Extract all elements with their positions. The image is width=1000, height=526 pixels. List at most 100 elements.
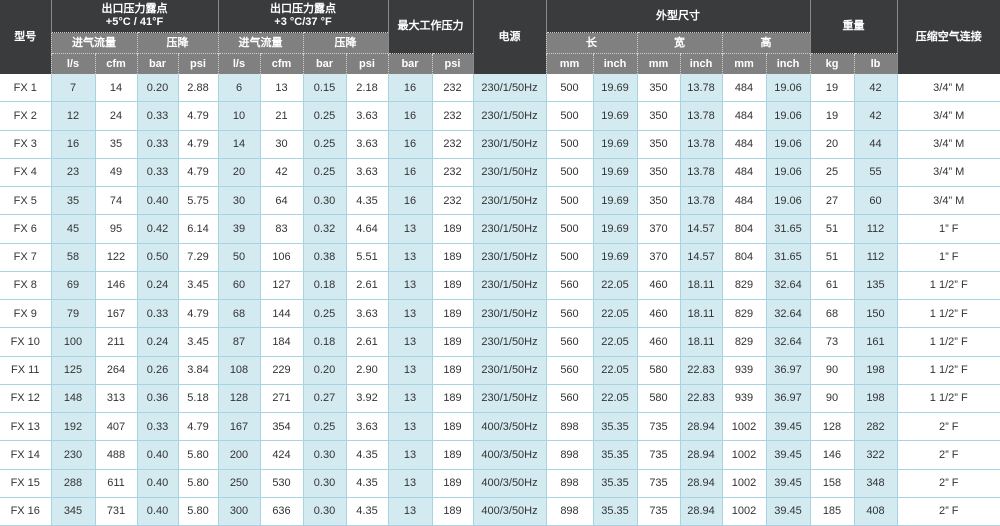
table-cell: 350 bbox=[636, 101, 680, 131]
table-cell: 230/1/50Hz bbox=[472, 74, 546, 103]
table-cell: 735 bbox=[636, 497, 680, 526]
table-cell: 939 bbox=[721, 356, 766, 385]
table-cell: 14.57 bbox=[679, 214, 722, 244]
table-cell: 0.25 bbox=[302, 130, 346, 159]
table-cell: 146 bbox=[809, 440, 854, 470]
table-cell: 14.57 bbox=[679, 243, 722, 272]
table-cell: 30 bbox=[217, 186, 260, 216]
table-cell: 3.63 bbox=[345, 412, 388, 442]
table-cell: 2.61 bbox=[345, 327, 388, 357]
table-cell: 735 bbox=[636, 412, 680, 442]
table-cell: 5.51 bbox=[345, 243, 388, 272]
table-cell: 19.06 bbox=[765, 130, 810, 159]
table-cell: 829 bbox=[721, 299, 766, 329]
table-cell: 35.35 bbox=[592, 412, 637, 442]
table-cell: 36.97 bbox=[765, 384, 810, 414]
table-cell: 189 bbox=[431, 356, 473, 385]
table-cell: 345 bbox=[50, 497, 95, 526]
table-cell: 2.90 bbox=[345, 356, 388, 385]
table-cell: 189 bbox=[431, 327, 473, 357]
table-cell: 829 bbox=[721, 271, 766, 301]
table-cell: 61 bbox=[809, 271, 854, 301]
table-row: FX 1 7 14 0.20 2.88 6 13 0.15 2.18 16 232 230/1/50H… bbox=[0, 74, 1000, 103]
header-inlet-flow: 进气流量 bbox=[50, 32, 137, 54]
table-cell: 6.14 bbox=[177, 214, 218, 244]
table-cell: 83 bbox=[259, 214, 303, 244]
model-cell: FX 11 bbox=[0, 356, 51, 385]
table-row: FX 16 345 731 0.40 5.80 300 636 0.30 4.35 13 189 40… bbox=[0, 497, 1000, 526]
table-cell: 58 bbox=[50, 243, 95, 272]
table-cell: 189 bbox=[431, 497, 473, 526]
table-cell: 0.30 bbox=[302, 497, 346, 526]
unit-cfm: cfm bbox=[259, 53, 303, 74]
unit-kg: kg bbox=[809, 53, 854, 74]
header-connection: 压缩空气连接 bbox=[896, 0, 1000, 74]
table-cell: 39.45 bbox=[765, 412, 810, 442]
table-cell: 3.63 bbox=[345, 158, 388, 188]
unit-ls: l/s bbox=[217, 53, 260, 74]
table-cell: 189 bbox=[431, 440, 473, 470]
table-cell: 22.05 bbox=[592, 327, 637, 357]
table-cell: 22.83 bbox=[679, 384, 722, 414]
table-cell: 313 bbox=[94, 384, 137, 414]
model-cell: FX 15 bbox=[0, 469, 51, 498]
table-cell: 1” F bbox=[896, 214, 1000, 244]
table-cell: 144 bbox=[259, 299, 303, 329]
table-cell: 10 bbox=[217, 101, 260, 131]
table-cell: 13.78 bbox=[679, 130, 722, 159]
table-cell: 18.11 bbox=[679, 271, 722, 301]
header-pressure-drop: 压降 bbox=[136, 32, 218, 54]
header-length: 长 bbox=[545, 32, 637, 54]
table-cell: 0.24 bbox=[136, 271, 178, 301]
header-weight: 重量 bbox=[809, 0, 897, 54]
table-cell: 1002 bbox=[721, 440, 766, 470]
table-cell: 13.78 bbox=[679, 158, 722, 188]
unit-mm: mm bbox=[545, 53, 593, 74]
table-cell: 3.92 bbox=[345, 384, 388, 414]
table-cell: 3/4” M bbox=[896, 101, 1000, 131]
table-cell: 230/1/50Hz bbox=[472, 299, 546, 329]
table-cell: 232 bbox=[431, 186, 473, 216]
table-cell: 16 bbox=[387, 186, 432, 216]
table-cell: 0.40 bbox=[136, 497, 178, 526]
table-cell: 13 bbox=[387, 214, 432, 244]
table-cell: 60 bbox=[853, 186, 897, 216]
table-cell: 16 bbox=[387, 130, 432, 159]
table-cell: 500 bbox=[545, 243, 593, 272]
table-cell: 400/3/50Hz bbox=[472, 469, 546, 498]
table-cell: 0.25 bbox=[302, 158, 346, 188]
table-cell: 1002 bbox=[721, 412, 766, 442]
dewpoint-sub: +3 °C/37 °F bbox=[274, 16, 332, 28]
table-cell: 2.61 bbox=[345, 271, 388, 301]
table-cell: 3.63 bbox=[345, 299, 388, 329]
header-height: 高 bbox=[721, 32, 810, 54]
table-cell: 198 bbox=[853, 384, 897, 414]
table-cell: 36.97 bbox=[765, 356, 810, 385]
table-row: FX 6 45 95 0.42 6.14 39 83 0.32 4.64 13 189 230/1/5… bbox=[0, 214, 1000, 244]
table-cell: 0.36 bbox=[136, 384, 178, 414]
table-cell: 282 bbox=[853, 412, 897, 442]
table-cell: 288 bbox=[50, 469, 95, 498]
table-cell: 14 bbox=[94, 74, 137, 103]
table-cell: 35.35 bbox=[592, 469, 637, 498]
table-cell: 0.33 bbox=[136, 158, 178, 188]
table-cell: 13 bbox=[387, 497, 432, 526]
table-cell: 189 bbox=[431, 299, 473, 329]
table-cell: 13 bbox=[387, 299, 432, 329]
table-cell: 13 bbox=[387, 271, 432, 301]
table-row: FX 10 100 211 0.24 3.45 87 184 0.18 2.61 13 189 230… bbox=[0, 327, 1000, 357]
table-cell: 122 bbox=[94, 243, 137, 272]
table-cell: 0.32 bbox=[302, 214, 346, 244]
table-cell: 370 bbox=[636, 243, 680, 272]
table-row: FX 11 125 264 0.26 3.84 108 229 0.20 2.90 13 189 23… bbox=[0, 356, 1000, 385]
table-cell: 370 bbox=[636, 214, 680, 244]
table-cell: 829 bbox=[721, 327, 766, 357]
table-cell: 4.35 bbox=[345, 440, 388, 470]
table-cell: 192 bbox=[50, 412, 95, 442]
table-cell: 350 bbox=[636, 74, 680, 103]
table-cell: 560 bbox=[545, 271, 593, 301]
table-cell: 19 bbox=[809, 74, 854, 103]
table-cell: 22.83 bbox=[679, 356, 722, 385]
table-cell: 23 bbox=[50, 158, 95, 188]
table-cell: 19.69 bbox=[592, 101, 637, 131]
